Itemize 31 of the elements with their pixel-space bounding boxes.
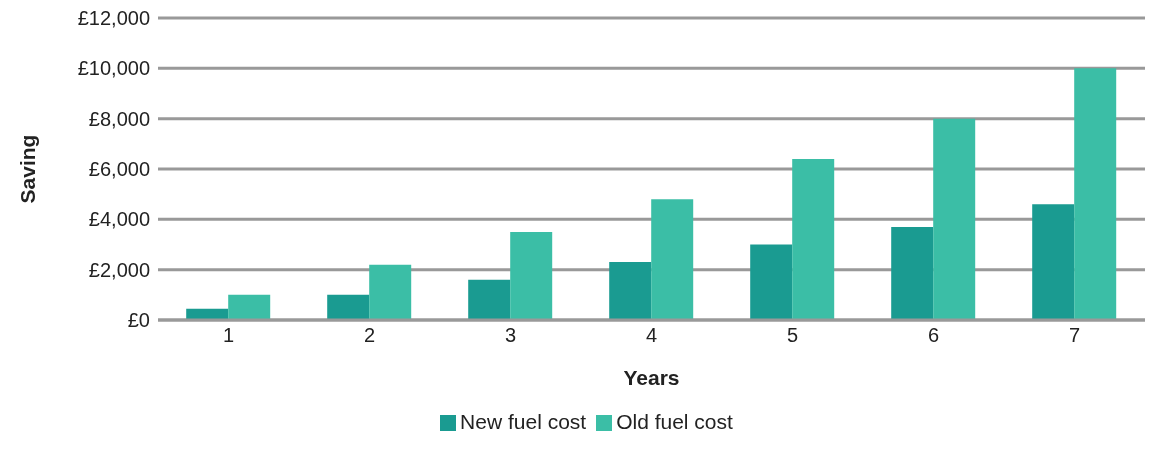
- x-tick-label: 5: [786, 324, 799, 347]
- y-tick-label: £10,000: [77, 57, 150, 80]
- y-tick-label: £12,000: [77, 7, 150, 30]
- x-tick-label: 3: [504, 324, 517, 347]
- y-tick-label: £2,000: [88, 258, 150, 281]
- y-tick-label: £8,000: [88, 107, 150, 130]
- y-tick-label: £0: [127, 309, 150, 332]
- x-tick-label: 4: [645, 324, 658, 347]
- x-tick-label: 2: [363, 324, 376, 347]
- bar: [228, 294, 271, 320]
- x-axis-title: Years: [623, 365, 680, 389]
- bar: [891, 226, 934, 320]
- y-axis-title: Saving: [16, 134, 40, 204]
- y-tick-label: £4,000: [88, 208, 150, 231]
- bar: [609, 262, 652, 320]
- x-tick-label: 6: [927, 324, 940, 347]
- bar: [933, 118, 976, 320]
- bar: [510, 231, 553, 320]
- legend-label: New fuel cost: [460, 410, 587, 433]
- legend-label: Old fuel cost: [616, 410, 733, 433]
- y-tick-label: £6,000: [88, 158, 150, 181]
- bar: [750, 244, 793, 320]
- x-tick-label: 7: [1068, 324, 1081, 347]
- bar: [651, 199, 694, 320]
- bar: [468, 279, 511, 320]
- bar: [1074, 68, 1117, 320]
- bar: [369, 264, 412, 320]
- bar: [792, 158, 835, 320]
- bar: [1032, 204, 1075, 320]
- bar: [327, 294, 370, 320]
- x-tick-label: 1: [222, 324, 235, 347]
